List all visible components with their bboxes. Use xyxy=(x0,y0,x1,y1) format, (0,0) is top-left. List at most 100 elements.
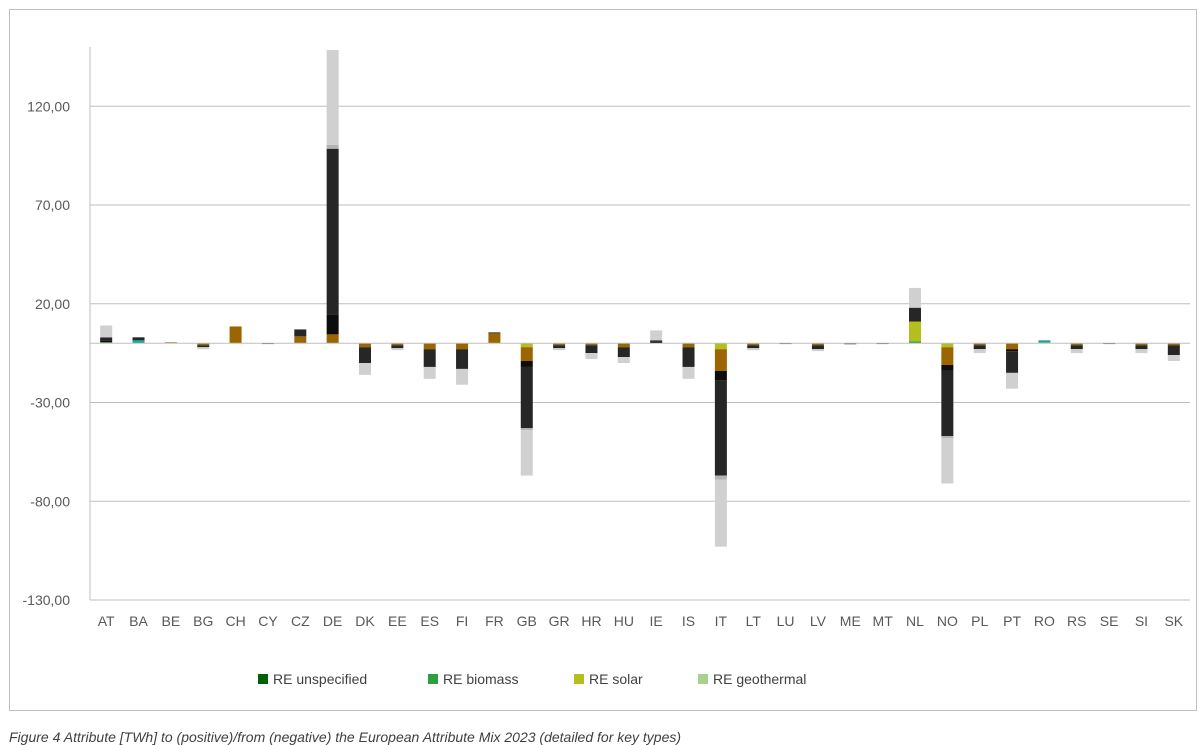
bar-segment xyxy=(520,347,533,362)
bar-segment xyxy=(520,343,533,348)
bar-segment xyxy=(391,345,404,349)
x-tick-label: HU xyxy=(614,613,634,629)
bar-segment xyxy=(326,148,339,315)
x-tick-label: HR xyxy=(581,613,601,629)
bar-segment xyxy=(456,349,469,369)
bar-segment xyxy=(909,287,921,308)
bar-segment xyxy=(747,343,760,346)
bar-segment xyxy=(423,349,436,367)
bar-segment xyxy=(1135,345,1148,350)
bar-segment xyxy=(326,314,339,335)
bar-segment xyxy=(1135,343,1148,346)
bar-segment xyxy=(520,428,533,431)
x-tick-label: ME xyxy=(840,613,861,629)
bar-segment xyxy=(714,380,727,476)
bar-segment xyxy=(488,332,501,334)
bar-segment xyxy=(553,343,566,346)
bar-segment xyxy=(197,345,210,348)
bar-segment xyxy=(553,348,566,351)
bar-segment xyxy=(1167,343,1180,346)
x-tick-label: CZ xyxy=(291,613,310,629)
bar-segment xyxy=(650,341,663,344)
bar-segment xyxy=(520,366,533,429)
y-tick-label: 120,00 xyxy=(27,98,70,114)
bar-segment xyxy=(682,366,695,379)
x-tick-label: AT xyxy=(98,613,115,629)
bar-segment xyxy=(941,370,954,437)
bar-segment xyxy=(1070,343,1083,346)
bar-segment xyxy=(423,343,436,350)
bar-segment xyxy=(1006,351,1019,373)
legend-label: RE geothermal xyxy=(713,671,806,687)
x-tick-label: GB xyxy=(517,613,537,629)
y-tick-label: 70,00 xyxy=(35,197,70,213)
bar-segment xyxy=(229,326,242,344)
bar-segment xyxy=(811,349,824,352)
x-tick-label: NO xyxy=(937,613,958,629)
bar-segment xyxy=(650,330,663,341)
legend-label: RE solar xyxy=(589,671,643,687)
bar-segment xyxy=(973,349,986,354)
bar-segment xyxy=(585,343,598,346)
x-tick-label: MT xyxy=(873,613,894,629)
bar-segment xyxy=(100,337,113,341)
bar-segment xyxy=(909,307,921,322)
x-tick-label: LU xyxy=(777,613,795,629)
bar-segment xyxy=(617,357,630,363)
chart-frame: -130,00 -80,00 -30,00 20,00 70,00 120,00 AT BA B… xyxy=(9,9,1197,711)
bar-segment xyxy=(1006,343,1019,350)
bar-segment xyxy=(326,144,339,149)
bar-segment xyxy=(1135,349,1148,354)
bar-segment xyxy=(294,329,307,337)
x-tick-label: IE xyxy=(650,613,663,629)
bar-segment xyxy=(714,475,727,480)
x-tick-label: SE xyxy=(1100,613,1119,629)
bar-segment xyxy=(941,343,954,348)
x-tick-label: IT xyxy=(715,613,728,629)
bar-segment xyxy=(617,343,630,348)
bars xyxy=(100,49,1180,547)
bar-segment xyxy=(941,347,954,365)
bar-segment xyxy=(941,436,954,439)
bar-segment xyxy=(747,345,760,349)
x-tick-label: BA xyxy=(129,613,148,629)
bar-segment xyxy=(359,343,371,348)
x-tick-label: IS xyxy=(682,613,695,629)
bar-segment xyxy=(714,479,727,547)
legend-label: RE unspecified xyxy=(273,671,367,687)
y-tick-label: 20,00 xyxy=(35,296,70,312)
x-tick-label: DE xyxy=(323,613,342,629)
bar-segment xyxy=(456,368,469,385)
bar-segment xyxy=(197,347,210,350)
bar-segment xyxy=(197,343,210,346)
x-tick-label: PL xyxy=(971,613,988,629)
legend-label: RE biomass xyxy=(443,671,518,687)
bar-segment xyxy=(423,366,436,379)
legend: RE unspecified RE biomass RE solar RE geoth… xyxy=(258,671,806,687)
bar-segment xyxy=(391,348,404,351)
bar-segment xyxy=(617,347,630,358)
bar-segment xyxy=(747,348,760,351)
x-tick-label: CY xyxy=(258,613,278,629)
bar-segment xyxy=(941,364,954,371)
bar-segment xyxy=(714,343,727,350)
bar-segment xyxy=(359,363,371,375)
y-tick-label: -80,00 xyxy=(30,493,70,509)
x-tick-label: RO xyxy=(1034,613,1055,629)
bar-segment xyxy=(100,325,113,338)
bar-segment xyxy=(132,337,145,341)
bar-segment xyxy=(1070,349,1083,354)
x-tick-label: NL xyxy=(906,613,924,629)
x-tick-label: EE xyxy=(388,613,407,629)
legend-swatch xyxy=(428,674,438,684)
bar-segment xyxy=(714,349,727,371)
bar-segment xyxy=(100,340,113,343)
x-tick-label: ES xyxy=(420,613,439,629)
bar-segment xyxy=(326,49,339,145)
y-tick-label: -130,00 xyxy=(23,592,71,608)
legend-swatch xyxy=(698,674,708,684)
x-tick-label: LT xyxy=(746,613,762,629)
bar-segment xyxy=(585,353,598,360)
bar-segment xyxy=(909,321,921,342)
bar-segment xyxy=(456,343,469,350)
